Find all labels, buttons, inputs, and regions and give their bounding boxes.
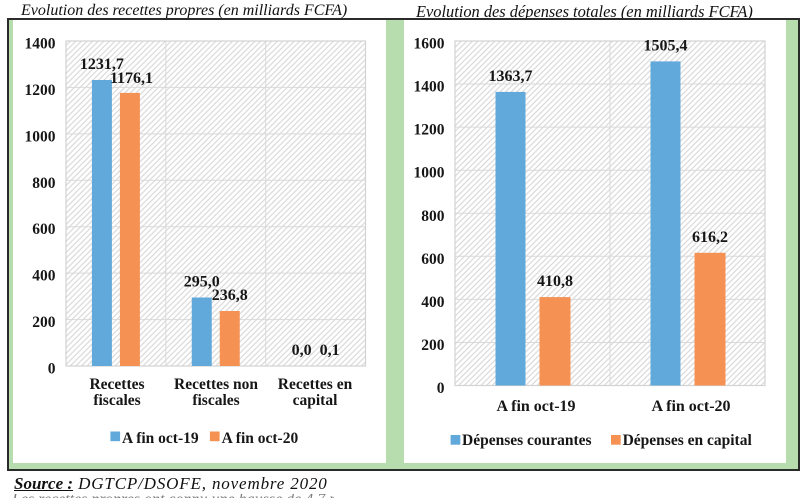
svg-text:fiscales: fiscales: [192, 392, 239, 409]
svg-text:A fin oct-20: A fin oct-20: [222, 430, 299, 447]
svg-text:0: 0: [437, 380, 445, 397]
svg-text:200: 200: [32, 314, 56, 331]
svg-text:0,0: 0,0: [292, 342, 312, 359]
svg-text:1600: 1600: [414, 36, 445, 53]
svg-text:1176,1: 1176,1: [110, 70, 153, 87]
svg-text:1400: 1400: [25, 36, 56, 53]
svg-text:236,8: 236,8: [212, 287, 248, 304]
svg-text:fiscales: fiscales: [93, 392, 140, 409]
svg-text:0,1: 0,1: [320, 342, 340, 359]
svg-text:Recettes en: Recettes en: [278, 376, 353, 393]
svg-text:200: 200: [421, 337, 445, 354]
svg-text:A fin oct-19: A fin oct-19: [496, 398, 575, 415]
svg-text:Recettes non: Recettes non: [174, 376, 258, 393]
svg-text:410,8: 410,8: [537, 273, 573, 290]
svg-text:1505,4: 1505,4: [644, 37, 688, 54]
svg-text:600: 600: [421, 251, 445, 268]
svg-text:1200: 1200: [25, 82, 56, 99]
svg-text:1200: 1200: [414, 122, 445, 139]
svg-text:Recettes: Recettes: [89, 376, 144, 393]
svg-text:400: 400: [421, 294, 445, 311]
svg-text:800: 800: [421, 208, 445, 225]
svg-text:A fin oct-19: A fin oct-19: [122, 430, 199, 447]
svg-text:Dépenses en capital: Dépenses en capital: [623, 432, 753, 449]
svg-text:1363,7: 1363,7: [489, 68, 533, 85]
svg-text:A fin oct-20: A fin oct-20: [651, 398, 730, 415]
svg-text:1000: 1000: [414, 165, 445, 182]
svg-text:0: 0: [48, 361, 56, 378]
svg-text:Dépenses courantes: Dépenses courantes: [462, 432, 592, 449]
svg-text:800: 800: [32, 175, 56, 192]
svg-text:616,2: 616,2: [692, 229, 728, 246]
svg-text:1000: 1000: [25, 128, 56, 145]
svg-text:400: 400: [32, 268, 56, 285]
svg-text:1231,7: 1231,7: [80, 56, 124, 73]
svg-text:600: 600: [32, 221, 56, 238]
svg-text:1400: 1400: [414, 79, 445, 96]
svg-text:capital: capital: [293, 392, 338, 409]
svg-text:295,0: 295,0: [184, 274, 220, 291]
